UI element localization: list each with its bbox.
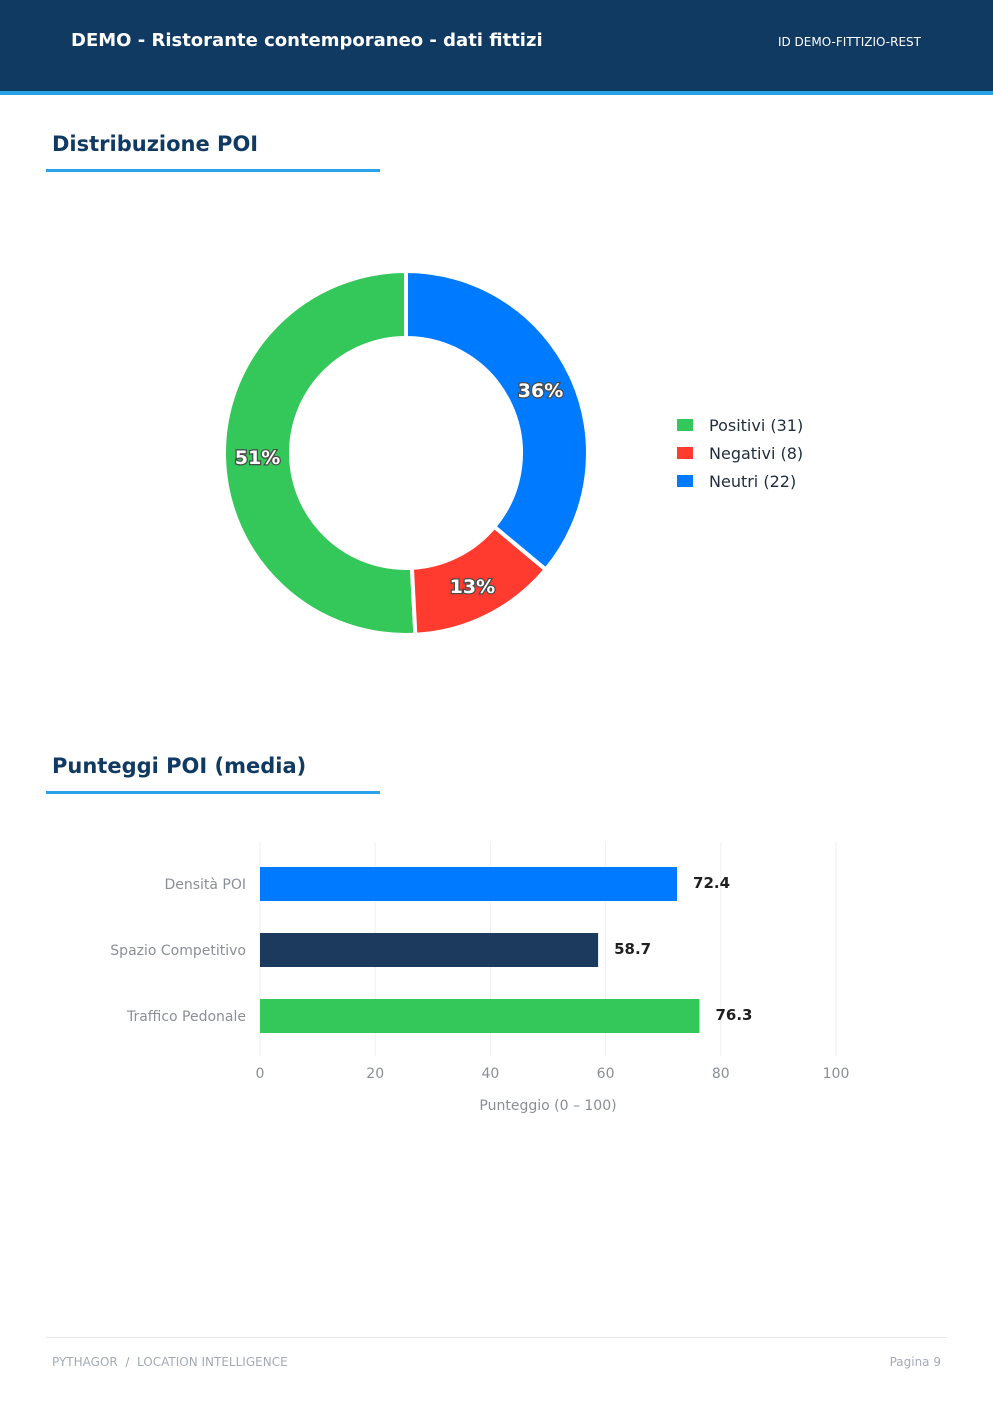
legend-label-0: Positivi (31) [709,416,803,435]
report-title: DEMO - Ristorante contemporaneo - dati f… [71,30,543,51]
section-title-scores: Punteggi POI (media) [52,754,307,778]
x-axis-label: Punteggio (0 – 100) [479,1098,616,1114]
legend-swatch-1 [677,447,693,459]
x-tick-label-0: 0 [256,1066,265,1082]
bar-2 [260,999,700,1033]
value-label-1: 58.7 [614,940,651,958]
category-label-0: Densità POI [164,877,246,893]
header-accent-bar [0,91,993,95]
report-id: ID DEMO-FITTIZIO-REST [777,35,921,49]
legend-swatch-0 [677,419,693,431]
bar-1 [260,933,599,967]
section-title-distribution: Distribuzione POI [52,132,259,156]
donut-slice-2 [404,268,590,573]
x-tick-label-2: 40 [481,1066,499,1082]
x-tick-label-1: 20 [366,1066,384,1082]
section-rule-scores [46,791,380,794]
x-tick-label-3: 60 [597,1066,615,1082]
legend-swatch-2 [677,475,693,487]
footer-brand: PYTHAGOR / LOCATION INTELLIGENCE [52,1355,288,1369]
poi-scores-bar-chart: 0 20 40 60 80 100 Punteggio (0 – 100) Densità P… [110,842,850,1114]
category-label-2: Traffico Pedonale [126,1009,246,1025]
footer-divider [46,1337,947,1338]
section-rule-distribution [46,169,380,172]
donut-percent-label-2: 36% [518,380,563,402]
donut-percent-label-1: 13% [450,576,495,598]
report-header: DEMO - Ristorante contemporaneo - dati f… [0,0,993,91]
legend-label-2: Neutri (22) [709,472,796,491]
value-label-0: 72.4 [693,874,730,892]
poi-distribution-donut-chart: 51% 13% 36% Positivi (31) Negativi (8) Neutri… [222,268,803,637]
legend-label-1: Negativi (8) [709,444,803,463]
value-label-2: 76.3 [715,1006,752,1024]
category-label-1: Spazio Competitivo [110,943,246,959]
donut-slice-0 [222,268,418,637]
x-tick-label-5: 100 [823,1066,850,1082]
donut-percent-label-0: 51% [235,447,280,469]
bar-0 [260,867,678,901]
footer-page-number: Pagina 9 [889,1355,941,1369]
x-tick-label-4: 80 [712,1066,730,1082]
